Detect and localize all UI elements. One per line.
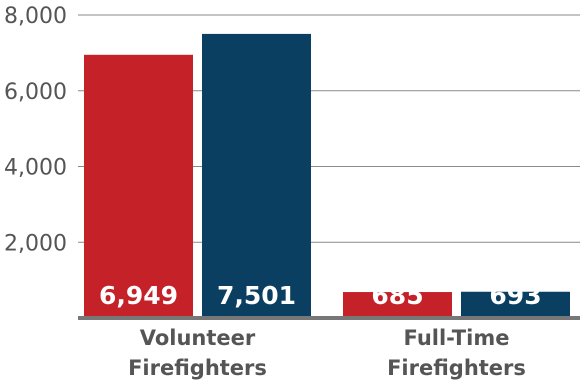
y-tick-label: 8,000 [4, 4, 67, 29]
bars: 6,949 7,501 685 693 [84, 33, 570, 318]
bar [461, 291, 570, 318]
bar [202, 33, 311, 318]
y-tick-label: 6,000 [4, 80, 67, 105]
data-label: 693 [489, 281, 541, 310]
category-label: Firefighters [387, 356, 526, 380]
category-labels: Volunteer Firefighters Full-Time Firefighte… [128, 326, 526, 380]
bar [84, 54, 193, 318]
y-tick-labels: 2,000 4,000 6,000 8,000 [4, 4, 67, 256]
data-label: 685 [371, 281, 423, 310]
y-tick-label: 2,000 [4, 231, 67, 256]
data-label: 6,949 [99, 281, 178, 310]
bar [343, 292, 452, 318]
data-label: 7,501 [217, 281, 296, 310]
y-tick-label: 4,000 [4, 156, 67, 181]
category-label: Full-Time [404, 326, 510, 350]
category-label: Volunteer [140, 326, 256, 350]
category-label: Firefighters [128, 356, 267, 380]
